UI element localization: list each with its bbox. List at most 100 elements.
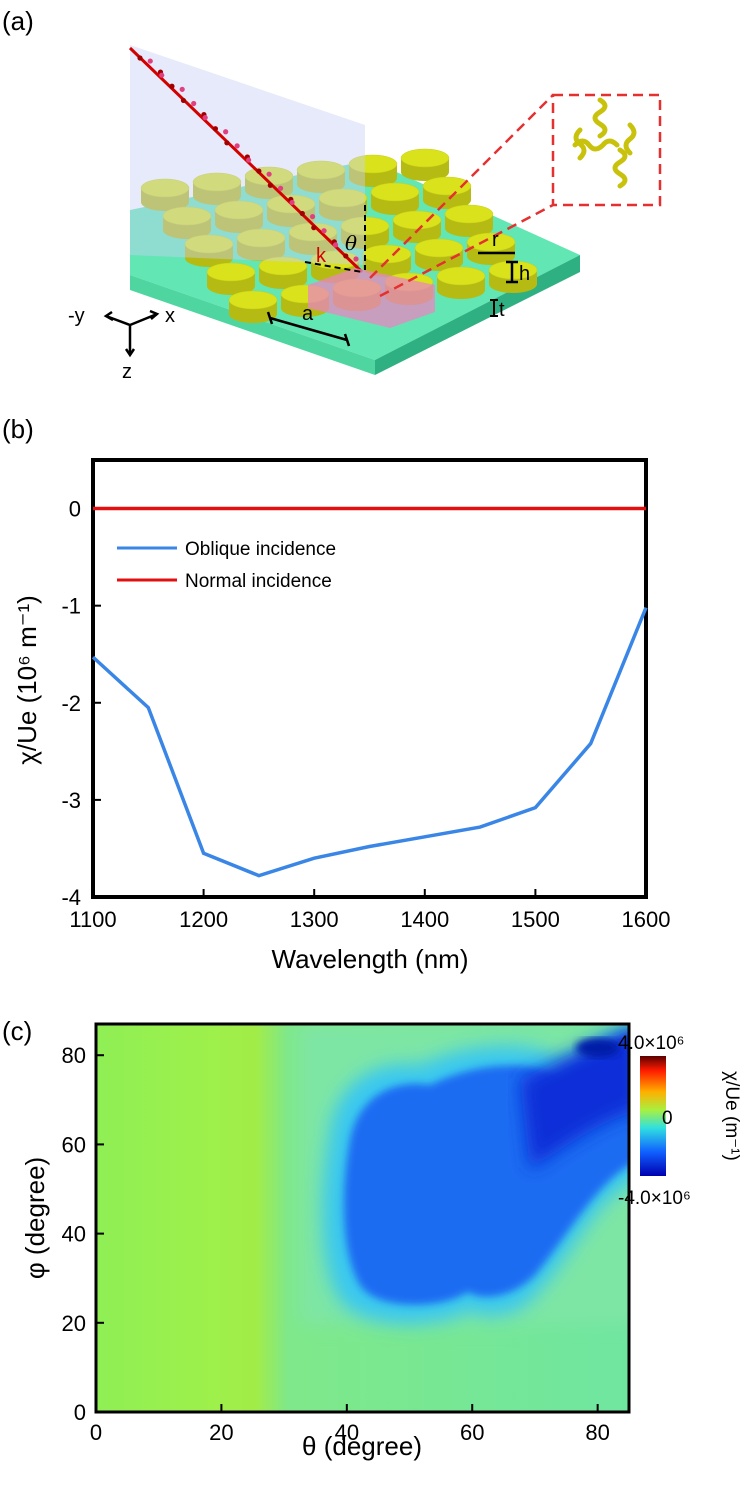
- pillar: [192, 172, 242, 205]
- unit-cell: [308, 268, 435, 328]
- beam-dot: [224, 140, 230, 146]
- axis-ticks-b: 1100 1200 1300 1400 1500 1600 0 -1 -2 -3 -4: [61, 497, 670, 932]
- x-tick-label-b: 1300: [290, 907, 339, 932]
- beam-dot: [277, 185, 284, 191]
- x-tick-label-b: 1500: [511, 907, 560, 932]
- pillar: [444, 204, 494, 237]
- plot-frame-c: [94, 1022, 631, 1414]
- incident-beam: [128, 46, 364, 274]
- z-axis-label: z: [122, 361, 132, 383]
- pillar: [422, 176, 472, 209]
- x-axis-title-c: θ (degree): [302, 1431, 422, 1461]
- x-tick-label-b: 1600: [622, 907, 671, 932]
- pillar: [288, 222, 338, 255]
- x-tick-label-c: 20: [209, 1420, 233, 1445]
- pillar: [436, 266, 486, 299]
- legend-label-normal: Normal incidence: [185, 571, 332, 592]
- beam-dot: [202, 115, 208, 121]
- k-label: k: [316, 245, 327, 267]
- panel-label-c: (c): [2, 1016, 32, 1046]
- x-tick-label-c: 40: [335, 1420, 359, 1445]
- inset-box: [551, 93, 662, 207]
- beam-dot: [179, 86, 185, 92]
- beam-dot: [311, 225, 317, 231]
- y-tick-label-c: 80: [62, 1043, 86, 1068]
- beam-dot: [299, 210, 305, 217]
- beam-dot: [212, 126, 219, 132]
- x-tick-label-c: 60: [460, 1420, 484, 1445]
- y-tick-label-c: 0: [74, 1400, 86, 1425]
- series-group-b: [91, 506, 648, 878]
- pillar: [296, 160, 346, 193]
- beam-dot: [309, 213, 316, 220]
- pillar: [258, 256, 308, 289]
- y-axis-title-c: φ (degree): [20, 1157, 50, 1279]
- beam-dot: [147, 58, 153, 64]
- pillar: [140, 178, 190, 211]
- pillar: [228, 290, 278, 323]
- beam-dot: [256, 168, 262, 174]
- pillar: [318, 188, 368, 221]
- colorbar: [640, 1056, 666, 1176]
- beam-dot: [180, 97, 187, 104]
- helix-icon: [572, 97, 637, 189]
- x-tick-label-c: 0: [90, 1420, 102, 1445]
- pillar: [236, 228, 286, 261]
- beam-dot: [191, 100, 197, 107]
- y-tick-label-c: 40: [62, 1222, 86, 1247]
- substrate-side: [130, 275, 375, 375]
- y-tick-label-c: 20: [62, 1311, 86, 1336]
- t-label: t: [499, 299, 505, 321]
- theta-label: θ: [345, 231, 357, 255]
- pillar: [162, 206, 212, 239]
- pillar: [348, 154, 398, 187]
- x-tick-label-b: 1100: [69, 907, 116, 932]
- heatmap: [96, 1024, 629, 1412]
- pillar: [214, 200, 264, 233]
- inset-connector-bottom: [379, 203, 554, 298]
- panel-c: (c) 0 20 40 60 80 0 20 40 60 80 θ (degree) φ (deg…: [2, 1016, 742, 1461]
- x-tick-label-b: 1200: [179, 907, 228, 932]
- coordinate-axes: [103, 309, 160, 358]
- y-axis-title-b: χ/Ue (10⁶ m⁻¹): [12, 595, 42, 765]
- colorbar-mid-label: 0: [662, 1108, 673, 1129]
- legend: Oblique incidence Normal incidence: [117, 539, 336, 592]
- beam-dot: [321, 228, 327, 234]
- x-axis-title-b: Wavelength (nm): [272, 944, 469, 974]
- beam-dot: [234, 143, 240, 149]
- y-tick-label-b: -1: [61, 594, 81, 619]
- r-label: r: [492, 229, 499, 251]
- panel-label-b: (b): [2, 414, 34, 444]
- neg-y-axis-label: -y: [68, 305, 85, 327]
- h-label: h: [519, 263, 530, 285]
- series-oblique-line: [91, 606, 648, 878]
- beam-dot: [137, 55, 143, 61]
- a-label: a: [302, 303, 314, 325]
- pillar: [414, 238, 464, 271]
- h-marker: [506, 260, 518, 284]
- colorbar-min-label: -4.0×10⁶: [618, 1188, 691, 1209]
- y-tick-label-b: -2: [61, 691, 81, 716]
- beam-dot: [353, 256, 359, 262]
- x-tick-label-c: 80: [585, 1420, 609, 1445]
- inset-connector-top: [369, 94, 554, 279]
- beam-dot: [332, 242, 339, 248]
- plot-frame-b: [91, 458, 648, 899]
- beam-dot: [159, 72, 165, 78]
- beam-dot: [266, 171, 272, 177]
- beam-dot: [289, 199, 295, 206]
- pillar: [392, 210, 442, 243]
- beam-dot: [223, 129, 229, 135]
- panel-a: (a) θ k r: [2, 6, 662, 383]
- legend-label-oblique: Oblique incidence: [185, 539, 336, 560]
- pillar: [466, 232, 516, 265]
- beam-dot: [169, 83, 175, 89]
- pillar: [206, 262, 256, 295]
- y-tick-label-c: 60: [62, 1132, 86, 1157]
- y-tick-label-b: -3: [61, 788, 81, 813]
- t-marker: [490, 299, 498, 317]
- y-tick-label-b: -4: [61, 885, 81, 910]
- pillar: [400, 148, 450, 181]
- x-axis-label: x: [165, 305, 175, 327]
